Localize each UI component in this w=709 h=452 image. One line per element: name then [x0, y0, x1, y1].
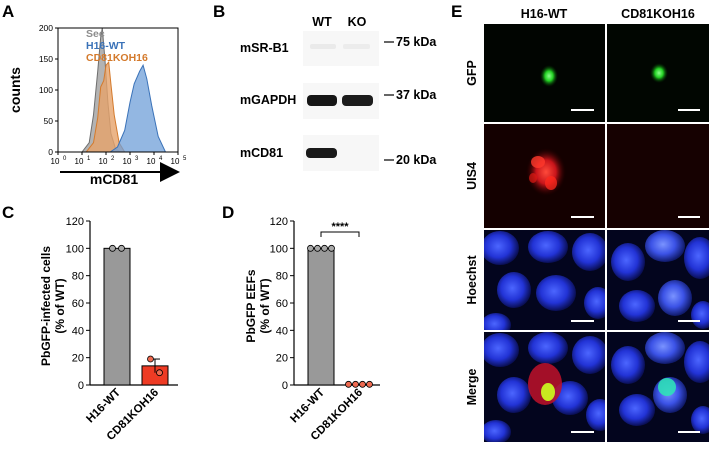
x-tick-exponent: 2 — [111, 156, 115, 162]
marker-label-20: 20 kDa — [396, 153, 437, 167]
y-tick-label: 60 — [276, 298, 288, 310]
panel-a-y-ticks: 0 50 100 150 200 — [39, 23, 58, 157]
image-uis4-h16wt — [484, 124, 605, 228]
y-tick-label: 80 — [276, 271, 288, 283]
y-tick-label: 60 — [72, 298, 84, 310]
panel-a-legend-cd81koh16: CD81KOH16 — [86, 52, 148, 64]
row-label-merge: Merge — [465, 369, 479, 406]
panel-a-y-axis-label: counts — [7, 67, 23, 113]
x-tick-label: 10 — [99, 157, 108, 166]
x-tick-label: 10 — [147, 157, 156, 166]
x-tick-label: 10 — [51, 157, 60, 166]
y-tick-label: 20 — [72, 353, 84, 365]
x-tick-exponent: 3 — [135, 156, 139, 162]
data-point — [314, 244, 321, 252]
y-tick-label: 200 — [39, 23, 53, 33]
y-tick-label: 150 — [39, 54, 53, 64]
data-point — [109, 244, 116, 252]
data-point — [345, 380, 352, 388]
panel-c-letter: C — [2, 203, 14, 222]
marker-label-37: 37 kDa — [396, 88, 437, 102]
data-point — [156, 369, 163, 377]
panel-a-histogram — [80, 27, 167, 153]
data-point — [147, 355, 154, 363]
x-tick-label: 10 — [171, 157, 180, 166]
x-tick-exponent: 0 — [63, 156, 67, 162]
blot-label-msrb1: mSR-B1 — [240, 41, 289, 55]
column-label-h16wt: H16-WT — [521, 7, 568, 21]
panel-d-y-label-line2: (% of WT) — [258, 278, 272, 333]
blot-band-msrb1-wt — [310, 44, 336, 49]
blot-band-mcd81-wt — [306, 148, 337, 158]
data-point — [321, 244, 328, 252]
y-tick-label: 100 — [39, 85, 53, 95]
y-tick-label: 40 — [72, 325, 84, 337]
category-label: H16-WT — [84, 387, 123, 426]
data-point — [352, 380, 359, 388]
blot-band-mgapdh-wt — [307, 95, 337, 106]
data-point — [118, 244, 125, 252]
panel-a-x-ticks: 10 0 10 1 10 2 10 3 10 4 10 5 — [51, 152, 187, 166]
y-tick-label: 0 — [48, 147, 53, 157]
x-tick-exponent: 1 — [87, 156, 91, 162]
y-tick-label: 50 — [44, 116, 54, 126]
row-label-hoechst: Hoechst — [465, 255, 479, 305]
y-tick-label: 120 — [66, 216, 84, 228]
image-uis4-cd81koh16 — [607, 124, 709, 228]
data-point — [359, 380, 366, 388]
x-tick-exponent: 4 — [159, 156, 163, 162]
lane-label-ko: KO — [348, 15, 367, 29]
data-point — [307, 244, 314, 252]
panel-d-y-label-line1: PbGFP EEFs — [244, 269, 258, 342]
y-tick-label: 0 — [78, 380, 84, 392]
bar-0 — [103, 247, 131, 386]
image-merge-cd81koh16 — [607, 332, 709, 442]
image-gfp-h16wt — [484, 24, 605, 122]
data-point — [328, 244, 335, 252]
y-tick-label: 40 — [276, 325, 288, 337]
x-tick-label: 10 — [75, 157, 84, 166]
blot-label-mgapdh: mGAPDH — [240, 93, 296, 107]
y-tick-label: 80 — [72, 271, 84, 283]
y-tick-label: 120 — [270, 216, 288, 228]
lane-label-wt: WT — [312, 15, 332, 29]
y-tick-label: 20 — [276, 353, 288, 365]
y-tick-label: 0 — [282, 380, 288, 392]
x-tick-exponent: 5 — [183, 156, 187, 162]
panel-a-legend-h16wt: H16-WT — [86, 40, 126, 52]
significance-label: **** — [331, 221, 349, 233]
panel-b-letter: B — [213, 2, 225, 21]
row-label-uis4: UIS4 — [465, 162, 479, 190]
panel-d-letter: D — [222, 203, 234, 222]
image-hoechst-h16wt — [484, 230, 605, 330]
blot-band-msrb1-ko — [343, 44, 370, 49]
x-tick-label: 10 — [123, 157, 132, 166]
row-label-gfp: GFP — [465, 60, 479, 86]
image-merge-h16wt — [484, 332, 605, 442]
bar-0 — [307, 247, 335, 386]
column-label-cd81koh16: CD81KOH16 — [621, 7, 695, 21]
blot-band-mgapdh-ko — [342, 95, 373, 106]
panel-c-y-label-line1: PbGFP-infected cells — [39, 246, 53, 366]
histogram-h16wt — [108, 63, 167, 153]
y-tick-label: 100 — [66, 243, 84, 255]
category-label: H16-WT — [288, 387, 327, 426]
panel-a-legend-sec: Sec — [86, 28, 105, 40]
significance-bracket — [320, 231, 360, 237]
panel-a-x-axis-label: mCD81 — [90, 171, 138, 187]
blot-label-mcd81: mCD81 — [240, 146, 283, 160]
panel-c-y-label-line2: (% of WT) — [53, 278, 67, 333]
data-point — [366, 380, 373, 388]
y-tick-label: 100 — [270, 243, 288, 255]
marker-label-75: 75 kDa — [396, 35, 437, 49]
panel-e-letter: E — [451, 2, 462, 21]
panel-a-letter: A — [2, 2, 14, 21]
image-hoechst-cd81koh16 — [607, 230, 709, 330]
image-gfp-cd81koh16 — [607, 24, 709, 122]
